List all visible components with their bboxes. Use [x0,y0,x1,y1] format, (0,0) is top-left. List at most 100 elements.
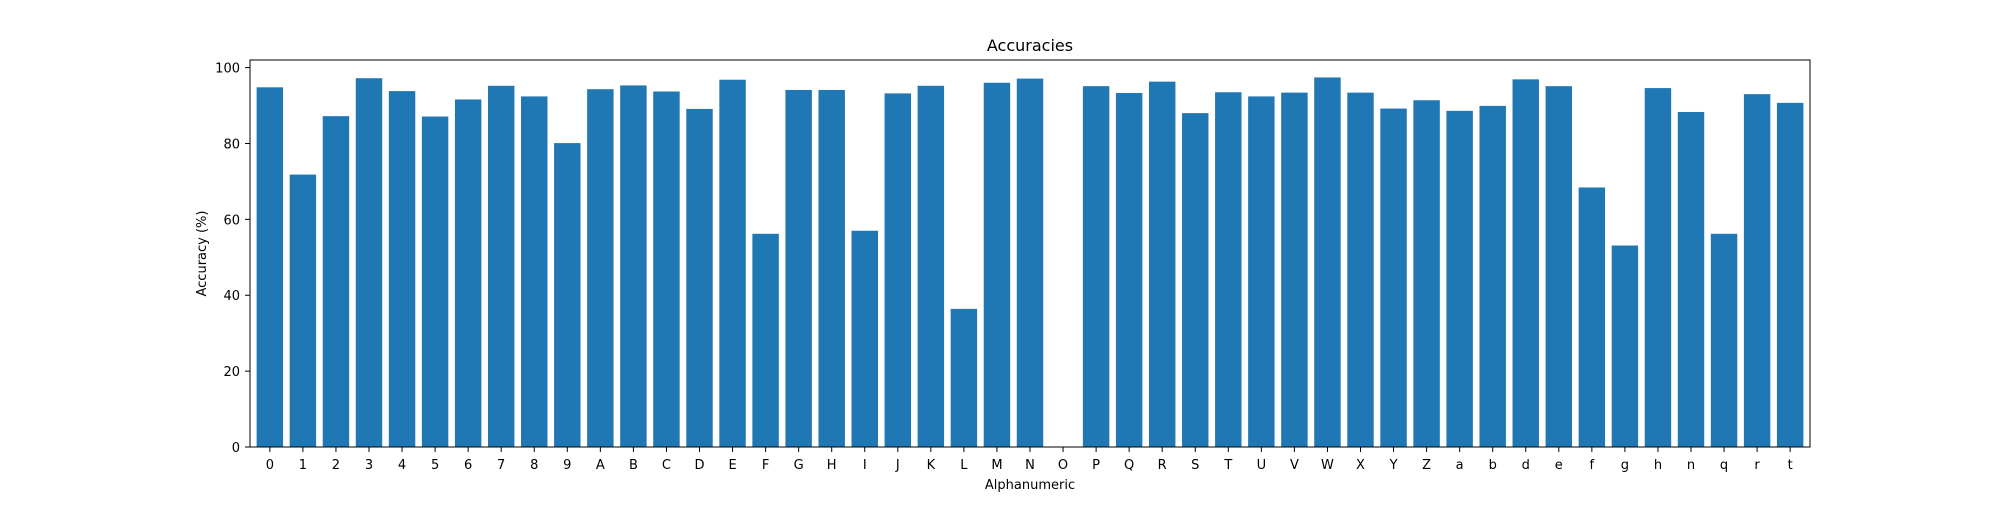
x-tick-label: T [1223,458,1232,473]
x-tick-label: J [895,458,900,473]
x-tick-label: 7 [497,458,505,473]
x-tick-label: d [1522,458,1530,473]
y-tick-label: 20 [223,365,240,380]
y-tick-label: 100 [215,62,240,77]
x-tick-label: H [827,458,837,473]
y-tick-label: 0 [232,441,240,456]
x-tick-label: q [1720,458,1728,473]
y-tick-label: 80 [223,137,240,152]
bar-X [1347,92,1374,447]
x-tick-label: 2 [332,458,340,473]
bar-f [1578,187,1606,448]
bar-9 [554,143,581,447]
x-tick-label: R [1158,458,1167,473]
bar-q [1710,233,1738,447]
bar-d [1512,79,1539,447]
bar-8 [521,96,548,448]
bar-t [1776,102,1804,448]
bar-D [686,108,713,447]
bar-r [1743,94,1771,448]
x-tick-label: P [1092,458,1100,473]
bar-W [1314,77,1341,447]
bar-G [785,89,812,447]
x-tick-label: r [1754,458,1760,473]
bar-V [1281,92,1308,447]
bar-Z [1413,100,1440,447]
bar-L [950,308,978,447]
bar-h [1644,88,1672,447]
x-tick-label: 3 [365,458,373,473]
x-tick-label: f [1590,458,1595,473]
x-tick-label: e [1555,458,1563,473]
bar-b [1479,105,1506,447]
x-tick-label: n [1687,458,1695,473]
x-tick-label: 9 [563,458,571,473]
x-tick-label: B [629,458,638,473]
bar-F [752,233,779,447]
bar-S [1182,113,1209,448]
x-tick-label: N [1025,458,1035,473]
bar-T [1215,92,1242,447]
bar-M [983,82,1011,447]
bar-E [719,79,746,447]
bar-a [1446,110,1473,447]
bar-7 [487,85,515,448]
bar-3 [355,78,383,448]
bar-C [653,91,680,448]
chart-title: Accuracies [987,36,1073,55]
x-tick-label: X [1356,458,1365,473]
y-tick-label: 60 [223,213,240,228]
x-tick-label: Q [1124,458,1134,473]
bar-0 [256,87,284,447]
x-tick-label: 8 [530,458,538,473]
x-tick-label: C [662,458,671,473]
x-tick-label: S [1191,458,1199,473]
bar-I [851,230,878,447]
bar-P [1082,86,1110,448]
x-tick-label: G [794,458,804,473]
x-tick-label: M [991,458,1002,473]
x-tick-label: I [863,458,867,473]
bar-H [818,89,845,447]
x-tick-label: 0 [266,458,274,473]
x-tick-label: Y [1389,458,1398,473]
x-tick-label: F [762,458,769,473]
y-tick-label: 40 [223,289,240,304]
bar-K [917,85,945,448]
x-tick-label: K [927,458,936,473]
bar-n [1677,111,1705,447]
x-tick-label: A [596,458,605,473]
bar-R [1148,81,1176,447]
bar-1 [289,174,317,447]
x-tick-label: 1 [299,458,307,473]
x-tick-label: 4 [398,458,406,473]
bar-4 [388,91,416,448]
bars-layer [256,77,1804,448]
bar-5 [421,116,449,447]
x-tick-label: h [1654,458,1662,473]
bar-g [1611,245,1639,447]
bar-e [1545,86,1573,448]
bar-2 [322,116,350,448]
x-tick-label: L [960,458,968,473]
bar-A [587,89,614,448]
x-tick-label: W [1321,458,1334,473]
x-tick-label: b [1489,458,1497,473]
x-tick-label: E [728,458,736,473]
bar-Y [1380,108,1407,447]
x-tick-label: 5 [431,458,439,473]
x-tick-label: a [1456,458,1464,473]
x-tick-label: V [1290,458,1299,473]
bar-N [1016,78,1044,447]
x-tick-label: U [1257,458,1267,473]
x-tick-label: O [1058,458,1068,473]
bar-B [620,85,647,448]
x-tick-label: D [694,458,704,473]
bar-6 [454,99,482,448]
x-axis-label: Alphanumeric [985,478,1075,493]
x-tick-label: Z [1422,458,1431,473]
bar-J [884,93,912,447]
bar-Q [1115,93,1143,447]
